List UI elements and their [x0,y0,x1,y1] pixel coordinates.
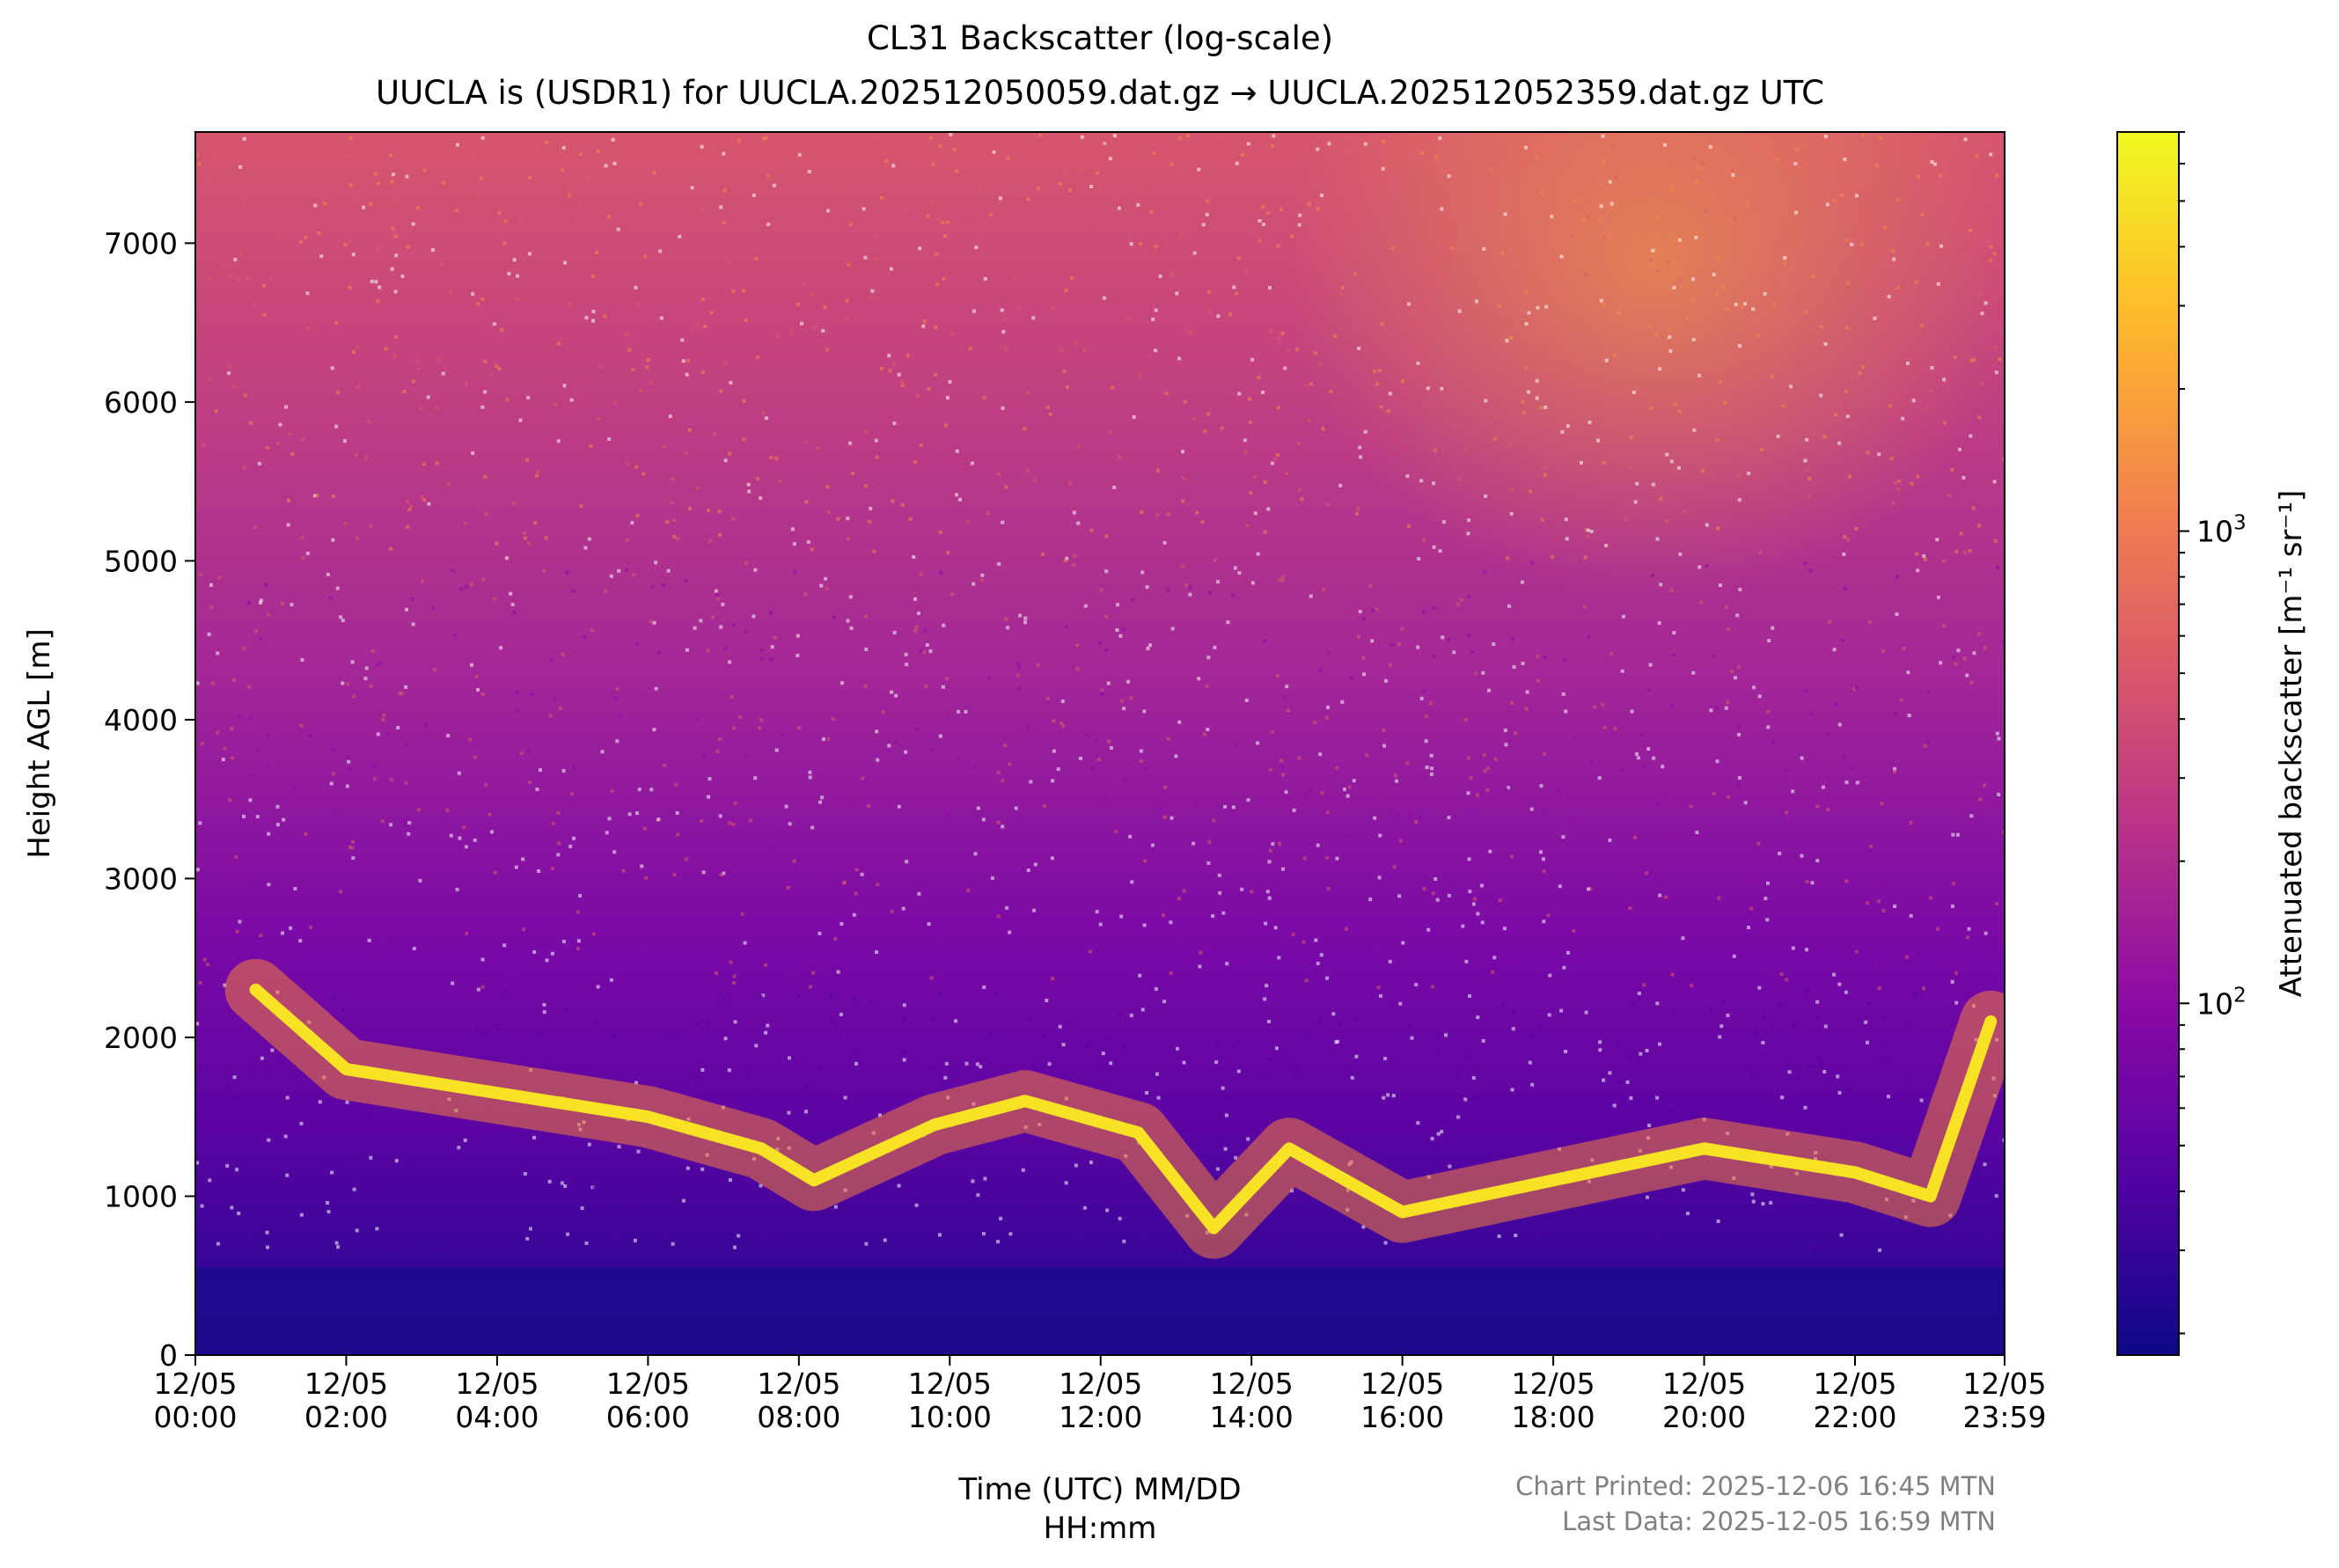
y-axis-ticks: 0 1000 2000 3000 4000 5000 6000 7000 [104,226,195,1373]
footer-last-data: Last Data: 2025-12-05 16:59 MTN [1562,1506,1996,1536]
chart-subtitle: UUCLA is (USDR1) for UUCLA.202512050059.… [376,74,1824,112]
x-tick-time: 18:00 [1512,1400,1595,1434]
x-tick-date: 12/05 [455,1367,539,1401]
colorbar-ticks: 102 103 [2179,131,2247,1335]
x-tick-time: 02:00 [304,1400,388,1434]
heatmap-upper-glow [1285,132,2005,598]
y-tick-label: 5000 [104,544,178,578]
x-tick-date: 12/05 [1210,1367,1294,1401]
colorbar-tick-label: 102 [2196,984,2247,1021]
y-tick-label: 7000 [104,226,178,260]
x-tick-time: 16:00 [1360,1400,1444,1434]
x-tick-time: 00:00 [153,1400,237,1434]
x-tick-date: 12/05 [1662,1367,1746,1401]
x-tick-date: 12/05 [757,1367,840,1401]
chart-title: CL31 Backscatter (log-scale) [867,19,1333,57]
x-tick-time: 12:00 [1059,1400,1142,1434]
x-tick-date: 12/05 [1813,1367,1896,1401]
x-tick-time: 04:00 [455,1400,539,1434]
x-tick-time: 08:00 [757,1400,840,1434]
x-tick-time: 06:00 [606,1400,690,1434]
x-tick-time: 20:00 [1662,1400,1746,1434]
y-tick-label: 2000 [104,1021,178,1055]
x-tick-time: 23:59 [1962,1400,2046,1434]
x-tick-time: 10:00 [908,1400,992,1434]
y-axis-label: Height AGL [m] [22,628,57,859]
x-axis-label-line2: HH:mm [1044,1511,1157,1546]
x-tick-date: 12/05 [1512,1367,1595,1401]
aerosol-layer-core [249,983,1998,1235]
x-tick-date: 12/05 [153,1367,237,1401]
colorbar-tick-label: 103 [2196,512,2247,549]
x-tick-time: 22:00 [1813,1400,1896,1434]
y-tick-label: 4000 [104,703,178,737]
heatmap-near-surface-band [195,1267,2005,1355]
x-tick-date: 12/05 [1059,1367,1142,1401]
y-tick-label: 0 [159,1338,178,1373]
x-tick-time: 14:00 [1210,1400,1294,1434]
x-axis-ticks: 12/0500:0012/0502:0012/0504:0012/0506:00… [153,1355,2047,1434]
y-tick-label: 1000 [104,1179,178,1213]
x-axis-label-line1: Time (UTC) MM/DD [957,1472,1241,1507]
x-tick-date: 12/05 [606,1367,690,1401]
colorbar [2116,131,2180,1356]
noise-texture [195,132,2005,1253]
y-tick-label: 6000 [104,385,178,420]
footer-printed: Chart Printed: 2025-12-06 16:45 MTN [1515,1471,1996,1501]
x-tick-date: 12/05 [304,1367,388,1401]
heatmap-plot-area [195,132,2005,1355]
colorbar-label: Attenuated backscatter [m⁻¹ sr⁻¹] [2274,490,2309,998]
x-tick-date: 12/05 [908,1367,992,1401]
x-tick-date: 12/05 [1360,1367,1444,1401]
y-tick-label: 3000 [104,861,178,896]
x-tick-date: 12/05 [1962,1367,2046,1401]
